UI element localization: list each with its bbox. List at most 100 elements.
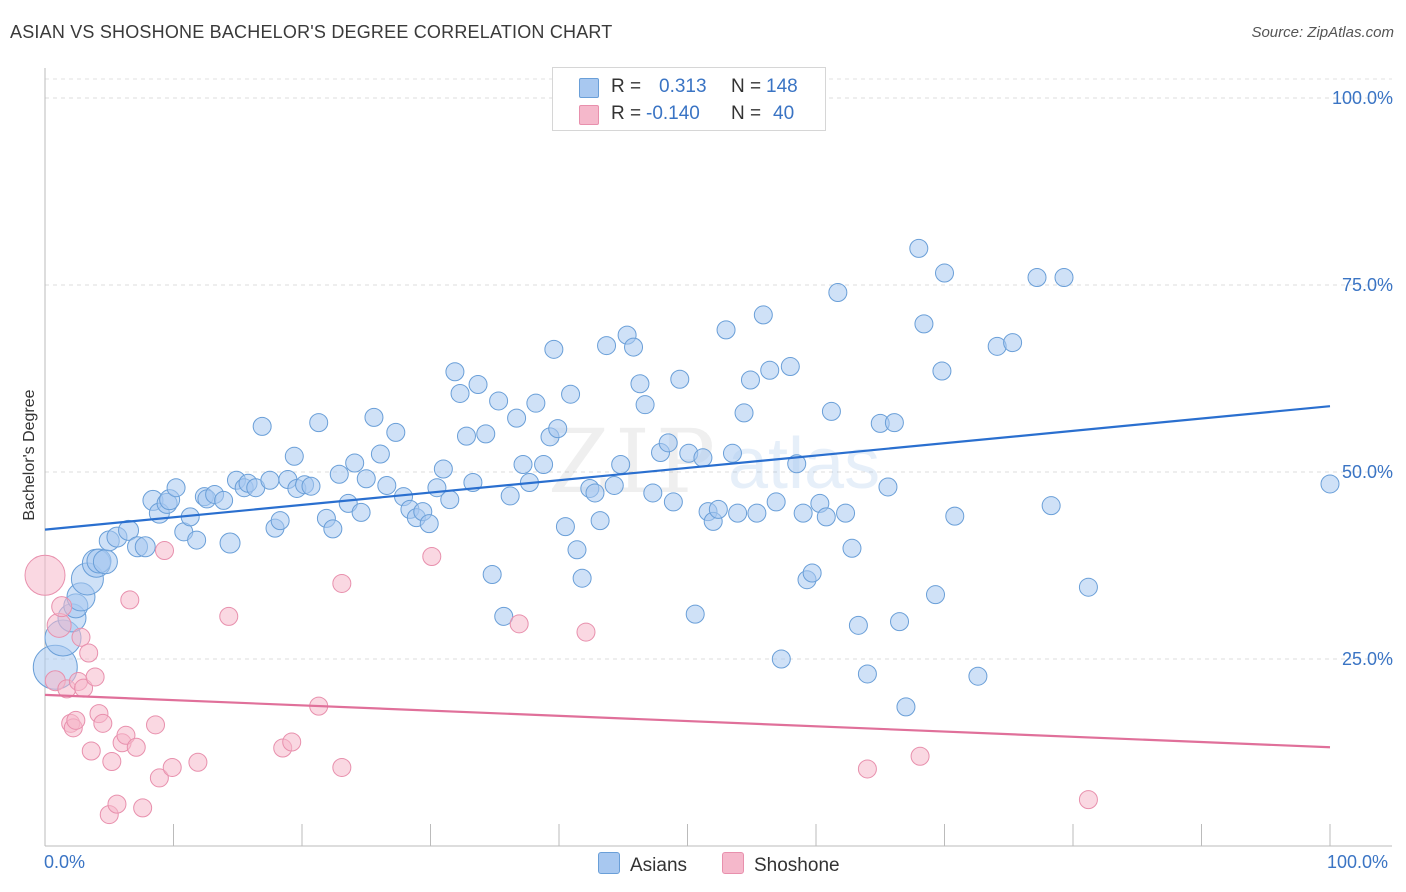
shoshone-point: [219, 606, 239, 626]
asians-point: [590, 511, 610, 531]
asians-point: [828, 282, 848, 302]
asians-point: [345, 453, 365, 473]
asians-point: [433, 459, 453, 479]
asians-point: [489, 391, 509, 411]
shoshone-point: [81, 741, 101, 761]
chart-source: Source: ZipAtlas.com: [1251, 24, 1394, 41]
y-tick-label: 100.0%: [1332, 88, 1393, 108]
asians-point: [386, 422, 406, 442]
asians-trend-line: [44, 405, 1331, 531]
asians-point: [187, 530, 207, 550]
shoshone-point: [422, 547, 442, 567]
asians-point: [716, 320, 736, 340]
shoshone-r-label: R =: [611, 103, 642, 124]
asians-point: [816, 507, 836, 527]
asians-point: [760, 360, 780, 380]
shoshone-point: [910, 746, 930, 766]
asians-point: [534, 455, 554, 475]
asians-point: [624, 337, 644, 357]
asians-point: [214, 490, 234, 510]
asians-point: [1041, 496, 1061, 516]
asians-legend-swatch: [598, 852, 620, 874]
asians-point: [370, 444, 390, 464]
asians-point: [708, 499, 728, 519]
asians-point: [555, 517, 575, 537]
asians-point: [848, 615, 868, 635]
asians-point: [377, 475, 397, 495]
asians-point: [494, 606, 514, 626]
asians-point: [935, 263, 954, 283]
shoshone-point: [102, 751, 122, 771]
asians-point: [166, 478, 186, 498]
legend-row-shoshone: R = -0.140 N = 40: [553, 101, 825, 127]
asians-point: [658, 433, 678, 453]
shoshone-point: [155, 541, 175, 561]
asians-point: [836, 503, 856, 523]
asians-point: [857, 664, 877, 684]
asians-point: [968, 666, 988, 686]
asians-point: [802, 563, 822, 583]
asians-r-label: R =: [611, 76, 642, 97]
asians-point: [630, 374, 650, 394]
y-tick-label: 50.0%: [1342, 462, 1393, 482]
asians-point: [1054, 268, 1074, 288]
asians-point: [734, 403, 754, 423]
asians-point: [482, 564, 502, 584]
asians-point: [604, 475, 624, 495]
asians-point: [1027, 268, 1047, 288]
legend-row-asians: R = 0.313 N = 148: [553, 74, 825, 100]
asians-point: [670, 369, 690, 389]
axes: [44, 68, 1392, 847]
asians-point: [926, 585, 946, 605]
shoshone-points: [24, 541, 1098, 825]
shoshone-point: [149, 768, 169, 788]
shoshone-point: [1078, 790, 1098, 810]
shoshone-n-value: 40: [773, 103, 795, 124]
asians-point: [728, 503, 748, 523]
shoshone-n-label: N =: [731, 103, 762, 124]
asians-point: [561, 384, 581, 404]
shoshone-point: [51, 596, 73, 618]
asians-point: [329, 464, 349, 484]
shoshone-point: [282, 732, 302, 752]
shoshone-point: [509, 614, 529, 634]
asians-point: [914, 314, 934, 334]
asians-point: [878, 477, 898, 497]
asians-swatch: [579, 78, 599, 98]
shoshone-point: [162, 757, 182, 777]
asians-point: [301, 476, 321, 496]
asians-point: [134, 536, 156, 558]
asians-point: [567, 540, 587, 560]
shoshone-r-value: -0.140: [646, 103, 700, 124]
shoshone-point: [146, 715, 166, 735]
shoshone-point: [79, 643, 99, 663]
asians-point: [356, 469, 376, 489]
shoshone-point: [857, 759, 877, 779]
asians-point: [685, 604, 705, 624]
shoshone-point: [120, 590, 140, 610]
asians-point: [643, 483, 663, 503]
y-tick-labels: 100.0% 75.0% 50.0% 25.0%: [1332, 88, 1393, 669]
asians-point: [821, 401, 841, 421]
asians-point: [456, 426, 476, 446]
shoshone-point: [66, 710, 86, 730]
shoshone-point: [332, 573, 352, 593]
asians-point: [500, 486, 520, 506]
shoshone-legend-label: Shoshone: [754, 855, 840, 876]
x-axis-max-label: 100.0%: [1327, 852, 1389, 872]
asians-point: [284, 446, 304, 466]
shoshone-point: [24, 554, 66, 596]
asians-point: [572, 568, 592, 588]
asians-point: [252, 416, 272, 436]
legend-item-asians: Asians: [598, 852, 687, 877]
asians-point: [766, 492, 786, 512]
asians-point: [1078, 577, 1098, 597]
asians-point: [118, 519, 140, 541]
y-tick-label: 75.0%: [1342, 275, 1393, 295]
asians-point: [635, 395, 655, 415]
asians-point: [780, 357, 800, 377]
shoshone-point: [576, 622, 596, 642]
shoshone-point: [133, 798, 153, 818]
asians-point: [445, 362, 465, 382]
